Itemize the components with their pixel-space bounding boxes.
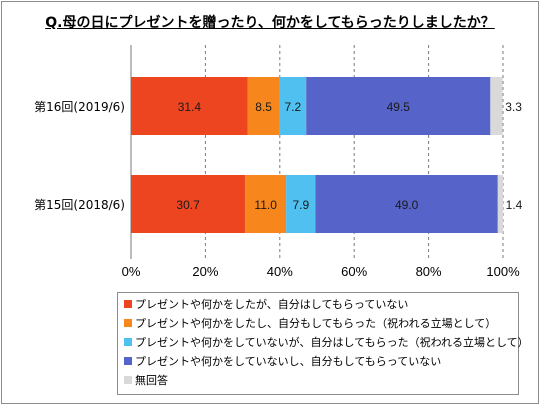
data-label: 49.5 [387,100,411,114]
bar-stack: 31.4 8.5 7.2 49.5 3.3 30.7 11.0 7.9 49.0 1.4 [131,77,523,233]
x-axis-ticks: 0% 20% 40% 60% 80% 100% [122,264,520,279]
bar-segment [131,175,246,233]
y-category-label: 第16回(2019/6) [34,100,125,114]
legend-swatch [124,300,132,308]
data-label: 30.7 [176,198,200,212]
legend-swatch [124,338,132,346]
x-tick-label: 20% [192,264,218,279]
data-label: 11.0 [254,198,277,212]
x-tick-label: 40% [267,264,293,279]
data-label: 8.5 [255,100,272,114]
legend-item: プレゼントや何かをしていないし、自分もしてもらっていない [124,353,441,369]
legend-label: 無回答 [135,374,168,387]
legend-item: プレゼントや何かをしたし、自分もしてもらった（祝われる立場として） [124,315,496,331]
bar-segment [490,77,503,135]
bar-segment [279,77,307,135]
data-label: 31.4 [178,100,202,114]
data-label: 3.3 [505,100,522,114]
legend-item: プレゼントや何かをしていないが、自分はしてもらった（祝われる立場として） [124,334,529,350]
bar-segment [306,77,491,135]
x-tick-label: 0% [122,264,141,279]
x-tick-label: 60% [341,264,367,279]
bar-segment [497,175,503,233]
chart-title-text: Q.母の日にプレゼントを贈ったり、何かをしてもらったりしましたか？ [45,15,495,31]
legend-swatch [124,319,132,327]
legend-label: プレゼントや何かをしたが、自分はしてもらっていない [135,298,409,311]
x-tick-label: 80% [416,264,442,279]
chart-title: Q.母の日にプレゼントを贈ったり、何かをしてもらったりしましたか？ [0,12,540,32]
bar-segment [247,77,280,135]
x-tick-label: 100% [486,264,520,279]
legend-label: プレゼントや何かをしていないし、自分もしてもらっていない [135,355,442,368]
data-label: 7.9 [292,198,309,212]
legend-label: プレゼントや何かをしていないが、自分はしてもらった（祝われる立場として） [135,336,529,349]
data-label: 7.2 [284,100,301,114]
bar-segment [286,175,316,233]
data-label: 49.0 [395,198,419,212]
bar-segment [315,175,498,233]
legend-label: プレゼントや何かをしたし、自分もしてもらった（祝われる立場として） [135,317,497,330]
y-axis-categories: 第16回(2019/6) 第15回(2018/6) [34,100,125,212]
legend-swatch [124,357,132,365]
legend-item: プレゼントや何かをしたが、自分はしてもらっていない [124,296,408,312]
legend-item: 無回答 [124,372,168,388]
y-category-label: 第15回(2018/6) [34,198,125,212]
data-label: 1.4 [506,198,523,212]
bar-segment [131,77,248,135]
legend: プレゼントや何かをしたが、自分はしてもらっていないプレゼントや何かをしたし、自分… [117,292,529,395]
bar-segment [245,175,287,233]
legend-swatch [124,376,132,384]
